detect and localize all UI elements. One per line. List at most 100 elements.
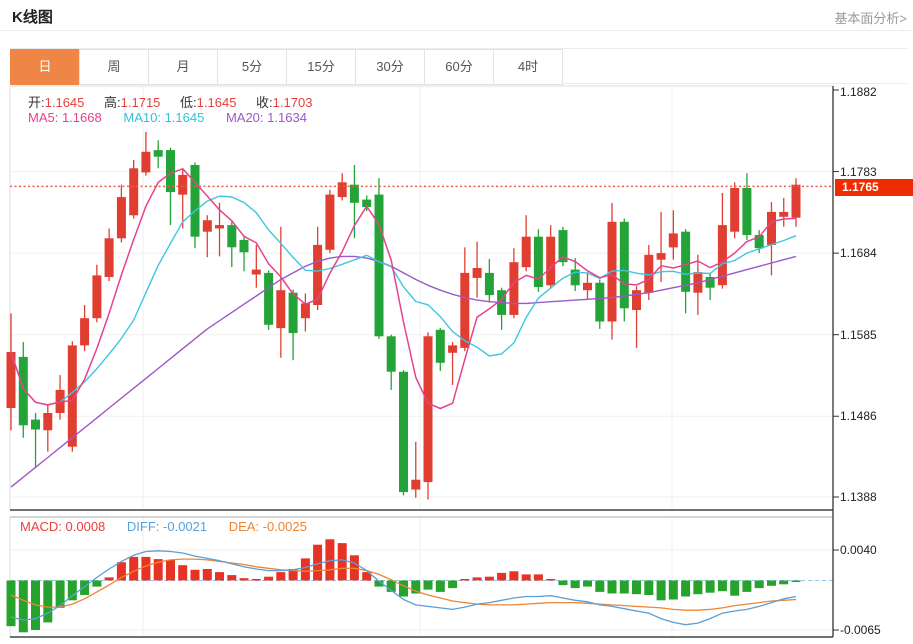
macd-bar[interactable] (202, 569, 212, 581)
candle[interactable] (178, 168, 188, 229)
macd-bar[interactable] (484, 576, 494, 581)
candle[interactable] (251, 244, 261, 288)
candle[interactable] (460, 247, 470, 352)
macd-bar[interactable] (791, 580, 801, 583)
macd-bar[interactable] (178, 565, 188, 581)
macd-bar[interactable] (362, 572, 372, 581)
macd-bar[interactable] (104, 577, 114, 581)
candle[interactable] (92, 264, 102, 323)
macd-bar[interactable] (374, 580, 384, 587)
candle[interactable] (693, 254, 703, 315)
candle[interactable] (595, 279, 605, 329)
fundamental-analysis-link[interactable]: 基本面分析> (834, 11, 907, 26)
candle[interactable] (104, 228, 114, 282)
candle[interactable] (521, 215, 531, 272)
macd-bar[interactable] (644, 580, 654, 596)
macd-bar[interactable] (460, 579, 470, 581)
candle[interactable] (656, 211, 666, 282)
candle[interactable] (276, 226, 286, 358)
macd-bar[interactable] (116, 562, 126, 581)
candle[interactable] (18, 342, 28, 438)
candle[interactable] (386, 334, 396, 390)
macd-bar[interactable] (533, 574, 543, 581)
candle[interactable] (779, 197, 789, 227)
macd-bar[interactable] (386, 580, 396, 592)
candle[interactable] (791, 178, 801, 227)
macd-bar[interactable] (92, 580, 102, 587)
macd-bar[interactable] (399, 580, 408, 597)
macd-bar[interactable] (570, 580, 580, 589)
macd-bar[interactable] (595, 580, 605, 592)
candle[interactable] (558, 226, 568, 267)
macd-bar[interactable] (67, 580, 77, 601)
candle[interactable] (300, 293, 310, 332)
macd-bar[interactable] (632, 580, 641, 595)
macd-bar[interactable] (313, 544, 323, 581)
candle[interactable] (730, 182, 740, 239)
macd-bar[interactable] (43, 580, 53, 623)
macd-bar[interactable] (239, 578, 249, 581)
macd-bar[interactable] (497, 572, 507, 581)
candle[interactable] (264, 270, 274, 330)
macd-bar[interactable] (141, 556, 151, 581)
macd-bar[interactable] (521, 574, 531, 581)
candle[interactable] (31, 413, 40, 468)
macd-bar[interactable] (668, 580, 678, 600)
macd-bar[interactable] (337, 543, 347, 581)
macd-bar[interactable] (607, 580, 617, 594)
macd-bar[interactable] (730, 580, 740, 596)
macd-bar[interactable] (6, 580, 16, 627)
macd-bar[interactable] (583, 580, 592, 587)
candle[interactable] (399, 370, 408, 496)
macd-bar[interactable] (251, 579, 261, 581)
candle[interactable] (546, 225, 556, 289)
macd-bar[interactable] (619, 580, 629, 594)
macd-bar[interactable] (153, 559, 163, 581)
candle[interactable] (141, 132, 151, 176)
candle[interactable] (362, 195, 372, 212)
candle[interactable] (681, 229, 691, 314)
candle[interactable] (632, 286, 641, 348)
macd-bar[interactable] (55, 580, 65, 608)
candle[interactable] (239, 235, 249, 272)
candle[interactable] (717, 193, 727, 289)
macd-bar[interactable] (472, 577, 482, 581)
macd-bar[interactable] (227, 575, 237, 581)
candle[interactable] (583, 272, 592, 300)
macd-bar[interactable] (288, 569, 298, 581)
candle[interactable] (288, 289, 298, 361)
tab-30min[interactable]: 30分 (355, 49, 425, 85)
tab-60min[interactable]: 60分 (424, 49, 494, 85)
candle[interactable] (705, 272, 715, 301)
macd-bar[interactable] (18, 580, 28, 633)
candle[interactable] (325, 189, 335, 254)
candle[interactable] (6, 313, 16, 431)
macd-bar[interactable] (693, 580, 703, 595)
macd-bar[interactable] (767, 580, 776, 586)
macd-bar[interactable] (129, 556, 139, 581)
candle[interactable] (423, 332, 433, 500)
macd-bar[interactable] (325, 539, 335, 581)
candle[interactable] (190, 162, 200, 249)
candle[interactable] (668, 210, 678, 260)
candle[interactable] (337, 173, 347, 201)
candle[interactable] (484, 258, 494, 303)
candle[interactable] (411, 441, 421, 498)
macd-bar[interactable] (276, 572, 286, 581)
macd-bar[interactable] (681, 580, 691, 597)
candle[interactable] (227, 221, 237, 268)
macd-bar[interactable] (166, 559, 175, 581)
macd-bar[interactable] (264, 576, 274, 581)
macd-bar[interactable] (300, 558, 310, 581)
candle[interactable] (43, 404, 53, 452)
candle[interactable] (472, 241, 482, 298)
macd-bar[interactable] (558, 580, 568, 586)
candle[interactable] (742, 173, 752, 240)
macd-bar[interactable] (656, 580, 666, 601)
macd-bar[interactable] (509, 571, 519, 581)
candle[interactable] (67, 341, 77, 452)
candle[interactable] (55, 375, 65, 420)
candle[interactable] (435, 328, 445, 371)
candle[interactable] (129, 160, 139, 219)
